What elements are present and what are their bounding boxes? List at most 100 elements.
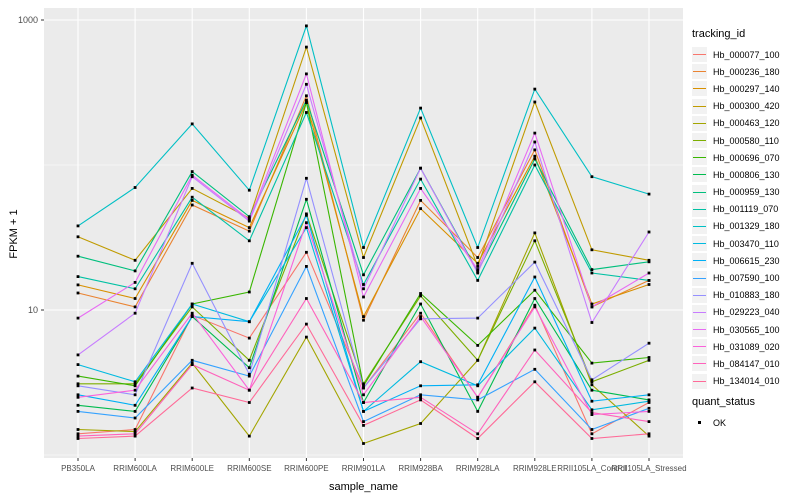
x-tick-label: PB350LA [61,464,95,473]
legend-key-swatch [692,356,707,372]
data-point [647,410,651,413]
legend-key-swatch [692,64,707,80]
legend-color-line-icon [693,225,706,227]
x-tick-label: RRIM600PE [284,464,328,473]
legend-item-label: Hb_000580_110 [713,135,779,146]
data-point [305,213,308,217]
data-point [76,224,80,228]
legend-color-line-icon [693,243,706,245]
legend-item-Hb_010883_180: Hb_010883_180 [690,287,798,304]
data-point [305,335,308,339]
data-point [133,311,137,315]
legend-key-swatch [692,373,707,389]
data-point [305,322,308,326]
legend-item-Hb_000959_130: Hb_000959_130 [690,184,798,201]
data-point [533,148,537,152]
legend-item-Hb_000806_130: Hb_000806_130 [690,166,798,183]
data-point [305,265,308,268]
data-point [305,72,308,76]
data-point [590,413,594,416]
legend-item-label: OK [713,417,727,428]
data-point [533,154,537,158]
legend-quant-status: quant_status OK [690,396,798,431]
data-point [647,406,651,410]
legend-item-Hb_031089_020: Hb_031089_020 [690,338,798,355]
data-point [476,395,480,399]
data-point [419,395,422,399]
legend-item-list: Hb_000077_100 Hb_000236_180 Hb_000297_140 H… [690,46,798,390]
data-point [76,275,80,278]
data-point [419,187,422,190]
data-point [133,380,137,384]
y-tick-label: 1000 [18,15,38,25]
legend-item-label: Hb_000297_140 [713,83,780,94]
data-point [305,197,308,201]
legend-title: tracking_id [692,28,746,40]
data-point [190,175,194,179]
legend2-item-list: OK [690,414,798,431]
data-point [362,386,365,390]
data-point [190,173,194,177]
data-point [305,221,308,225]
data-point [476,261,480,265]
data-point [362,256,365,259]
data-point [647,258,651,262]
x-tick-label: RRIM901LA [342,464,386,473]
data-point [476,316,480,320]
legend-key-swatch [692,201,707,217]
data-point [76,363,80,366]
data-point [419,302,422,306]
data-point [476,410,480,413]
data-point [533,140,537,144]
data-point [476,271,480,275]
legend-item-Hb_030565_100: Hb_030565_100 [690,321,798,338]
data-point [362,318,365,322]
data-point [362,420,365,423]
legend-key-swatch [692,415,707,430]
data-point [476,246,480,249]
x-tick-label: RRIM928LE [513,464,557,473]
legend-item-label: Hb_007590_100 [713,273,780,284]
data-point [133,388,137,392]
data-point [133,430,137,433]
legend-color-line-icon [693,140,706,142]
legend-key-swatch [692,322,707,338]
data-point [590,175,594,179]
x-tick-label: RRIM600LE [170,464,214,473]
data-point [76,428,80,431]
y-axis-title: FPKM + 1 [8,209,20,259]
data-point [76,434,80,438]
data-point [247,358,251,362]
data-point [533,239,537,243]
legend-color-line-icon [693,105,706,107]
data-point [476,398,480,402]
data-point [476,432,480,436]
data-point [190,195,194,199]
data-point [305,82,308,86]
point-marker-icon [697,420,702,425]
x-tick-label: RRII105LA_Control [557,464,627,473]
data-point [247,336,251,340]
data-point [305,98,308,102]
legend-key-swatch [692,270,707,286]
data-point [76,410,80,413]
data-point [247,290,251,294]
data-point [76,254,80,258]
legend-item-Hb_000463_120: Hb_000463_120 [690,115,798,132]
data-point [419,315,422,318]
data-point [362,401,365,404]
legend-key-swatch [692,81,707,97]
data-point [362,424,365,427]
legend-color-line-icon [693,54,706,56]
data-point [647,420,651,423]
data-point [247,215,251,219]
data-point [419,199,422,202]
data-point [362,283,365,286]
data-point [133,269,137,273]
data-point [133,410,137,413]
data-point [533,380,537,384]
legend-item-label: Hb_000236_180 [713,66,780,77]
legend-item-label: Hb_006615_230 [713,255,780,266]
data-point [76,316,80,320]
data-point [647,192,651,196]
